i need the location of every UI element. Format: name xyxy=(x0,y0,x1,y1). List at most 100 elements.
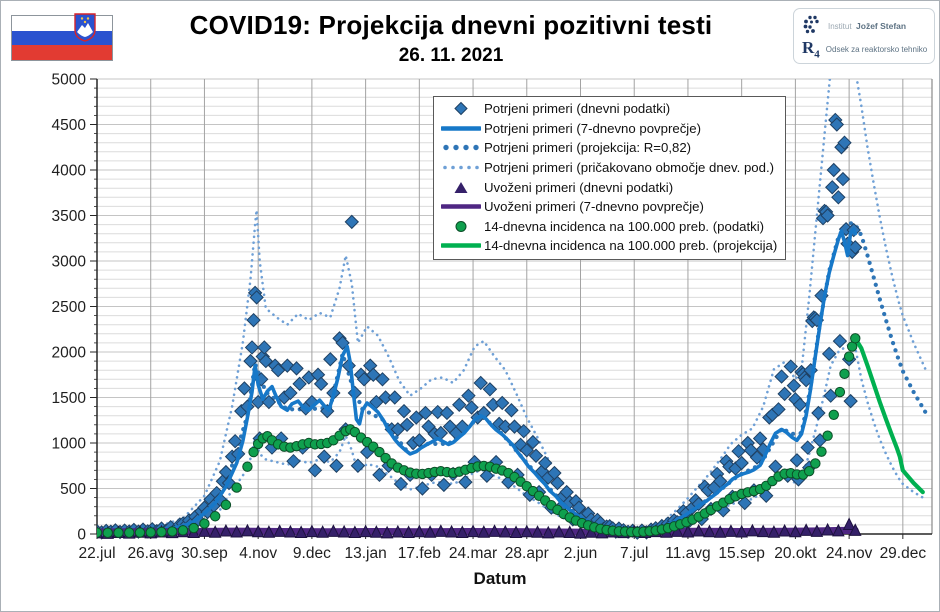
diamond-marker xyxy=(246,312,261,328)
x-axis-title: Datum xyxy=(473,569,527,588)
diamond-marker xyxy=(831,190,846,205)
diamond-marker xyxy=(289,361,304,376)
triangle-marker xyxy=(799,523,813,536)
diamond-marker xyxy=(452,397,467,412)
diamond-marker xyxy=(286,453,301,469)
triangle-marker xyxy=(477,525,491,538)
legend-label: 14-dnevna incidenca na 100.000 preb. (pr… xyxy=(484,238,778,254)
legend-label: Uvoženi primeri (7-dnevno povprečje) xyxy=(484,199,704,215)
triangle-marker xyxy=(735,524,748,538)
diamond-marker xyxy=(387,390,402,405)
triangle-marker xyxy=(305,524,319,538)
x-tick-label: 30.sep xyxy=(181,545,228,562)
legend-label: 14-dnevna incidenca na 100.000 preb. (po… xyxy=(484,218,765,234)
circle-marker xyxy=(248,446,259,458)
legend-marker-fine-dots-icon xyxy=(438,160,484,175)
circle-marker xyxy=(828,409,839,420)
series-potrjeni-primeri-pri-akovano-obmo-je-dnev-pod xyxy=(97,79,928,531)
diamond-marker xyxy=(786,378,802,393)
x-tick-label: 22.jul xyxy=(78,545,115,562)
triangle-marker xyxy=(810,524,824,537)
triangle-marker xyxy=(251,524,265,538)
diamond-marker xyxy=(375,372,390,387)
plot-area xyxy=(97,79,928,540)
legend-marker-line-icon xyxy=(438,121,484,136)
circle-marker xyxy=(816,446,827,457)
diamond-marker xyxy=(479,468,495,483)
y-tick-label: 3500 xyxy=(52,208,87,225)
legend-item-uvo-eni-primeri-7-dnevno-povpre-je: Uvoženi primeri (7-dnevno povprečje) xyxy=(438,197,777,217)
triangle-marker xyxy=(294,525,308,538)
diamond-marker xyxy=(393,476,409,492)
y-tick-label: 0 xyxy=(77,527,86,544)
x-tick-label: 15.sep xyxy=(718,545,765,562)
legend-item-uvo-eni-primeri-dnevni-podatki: Uvoženi primeri (dnevni podatki) xyxy=(438,177,777,197)
circle-marker xyxy=(199,518,210,529)
r4-subscript: 4 xyxy=(814,48,820,61)
circle-marker xyxy=(374,446,385,458)
diamond-marker xyxy=(227,433,243,449)
diamond-marker xyxy=(848,240,863,255)
circle-marker xyxy=(822,430,833,441)
triangle-marker xyxy=(262,525,276,538)
y-tick-label: 4000 xyxy=(52,163,87,180)
diamond-marker xyxy=(323,352,338,367)
triangle-marker xyxy=(241,523,254,537)
triangle-marker xyxy=(832,523,845,537)
triangle-marker xyxy=(498,524,512,538)
diamond-marker xyxy=(418,405,433,421)
triangle-marker xyxy=(359,524,372,538)
circle-marker xyxy=(134,527,146,538)
institute-name-bold: Jožef Stefan xyxy=(856,21,907,31)
triangle-marker xyxy=(563,525,577,538)
diamond-marker xyxy=(409,410,424,425)
y-tick-label: 1500 xyxy=(52,390,87,407)
x-tick-label: 26.avg xyxy=(127,545,174,562)
flag-stripe-red xyxy=(12,45,112,60)
y-tick-label: 1000 xyxy=(52,436,87,453)
diamond-marker xyxy=(476,405,492,421)
diamond-marker xyxy=(820,208,835,223)
series-14-dnevna-incidenca-na-100-000-preb-podatki xyxy=(97,333,861,539)
legend-item-potrjeni-primeri-dnevni-podatki: Potrjeni primeri (dnevni podatki) xyxy=(438,99,777,119)
legend-item-potrjeni-primeri-pri-akovano-obmo-je-dnev-pod: Potrjeni primeri (pričakovano območje dn… xyxy=(438,158,777,178)
triangle-marker xyxy=(713,525,727,538)
diamond-marker xyxy=(461,388,476,403)
legend-marker-line-purple-icon xyxy=(438,199,484,214)
institute-logo-box: Institut Jožef Stefan R4 Odsek za reakto… xyxy=(793,8,935,64)
circle-marker xyxy=(102,527,113,539)
diamond-marker xyxy=(826,162,841,178)
triangle-marker xyxy=(703,524,716,538)
triangle-marker xyxy=(402,525,415,538)
circle-marker xyxy=(804,466,815,477)
legend-label: Uvoženi primeri (dnevni podatki) xyxy=(484,179,674,195)
institute-name: Institut Jožef Stefan xyxy=(828,16,906,34)
diamond-marker xyxy=(439,405,455,421)
triangle-marker xyxy=(327,524,340,537)
diamond-marker xyxy=(261,394,277,410)
diamond-marker xyxy=(307,463,323,478)
triangle-marker xyxy=(520,524,534,538)
diamond-marker xyxy=(507,419,522,434)
circle-marker xyxy=(177,525,189,536)
y-tick-label: 5000 xyxy=(52,72,87,89)
diamond-marker xyxy=(329,458,344,473)
triangle-marker xyxy=(423,525,437,538)
x-tick-label: 24.mar xyxy=(449,545,497,562)
x-tick-label: 13.jan xyxy=(344,545,386,562)
diamond-marker xyxy=(249,290,264,305)
y-tick-label: 3000 xyxy=(52,254,87,271)
diamond-marker xyxy=(528,448,544,463)
chart-legend: Potrjeni primeri (dnevni podatki) Potrjen… xyxy=(433,96,787,260)
diamond-marker xyxy=(243,353,258,369)
ijs-dots-logo-icon xyxy=(803,15,819,34)
diamond-marker xyxy=(516,423,531,439)
slovenia-coat-of-arms xyxy=(74,13,96,42)
circle-marker xyxy=(145,527,156,538)
circle-marker xyxy=(124,527,135,538)
y-tick-label: 500 xyxy=(60,481,86,498)
diamond-marker xyxy=(415,481,430,496)
diamond-marker xyxy=(482,382,498,397)
triangle-marker xyxy=(692,523,706,537)
